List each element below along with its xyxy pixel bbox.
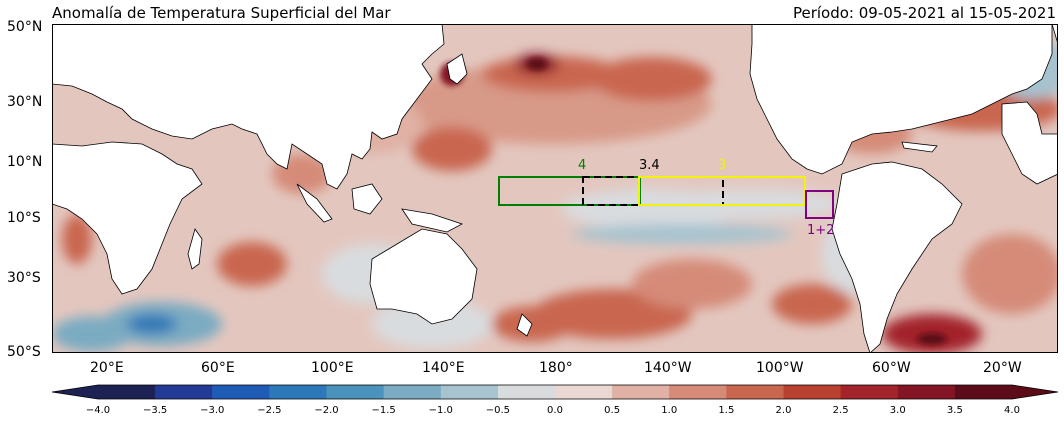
landmass-greenland-tip (1051, 24, 1058, 45)
lat-label-30n: 30°N (7, 94, 43, 110)
landmass-japan (446, 53, 468, 85)
colorbar-tick-label: −3.5 (142, 405, 168, 416)
colorbar-tick-label: −2.0 (314, 405, 339, 416)
colorbar-tick-label: 2.0 (775, 405, 792, 416)
colorbar-swatch (612, 385, 670, 399)
lon-label-20w: 20°W (983, 360, 1022, 376)
period-label: Período: 09-05-2021 al 15-05-2021 (792, 4, 1056, 22)
nino-12-box (805, 190, 834, 219)
landmass-australia (369, 228, 478, 325)
colorbar-tick-label: −2.5 (257, 405, 282, 416)
colorbar-swatch (440, 385, 499, 399)
landmass-north-america (749, 24, 1053, 175)
colorbar-swatch (669, 385, 727, 399)
lat-label-50n: 50°N (7, 19, 43, 35)
colorbar-extend-low (52, 385, 98, 399)
land (52, 24, 1058, 353)
colorbar-tick-label: 1.5 (718, 405, 735, 416)
lon-label-60e: 60°E (201, 360, 235, 376)
lat-label-10n: 10°N (7, 154, 43, 170)
colorbar-tick-label: 3.0 (889, 405, 906, 416)
colorbar-tick-label: 0.5 (604, 405, 621, 416)
colorbar (52, 384, 1058, 400)
colorbar-swatch (954, 385, 1013, 399)
landmass-new-guinea (401, 208, 464, 233)
lon-label-20e: 20°E (90, 360, 124, 376)
landmass-new-zealand (516, 313, 533, 337)
colorbar-tick-label: −0.5 (485, 405, 511, 416)
colorbar-extend-high (1012, 385, 1058, 399)
lat-label-50s: 50°S (7, 344, 41, 360)
lon-label-140w: 140°W (644, 360, 692, 376)
colorbar-swatch (98, 385, 156, 399)
colorbar-outline (52, 384, 1058, 400)
colorbar-swatch (897, 385, 956, 399)
lon-label-60w: 60°W (872, 360, 911, 376)
colorbar-tick-label: 3.5 (946, 405, 963, 416)
colorbar-swatch (497, 385, 556, 399)
map-frame (52, 24, 1058, 353)
colorbar-tick-label: 4.0 (1004, 405, 1020, 416)
lon-label-180: 180° (539, 360, 573, 376)
colorbar-tick-label: −4.0 (85, 405, 111, 416)
landmass-caribbean (901, 141, 938, 153)
colorbar-tick-label: 2.5 (832, 405, 849, 416)
colorbar-swatch (726, 385, 784, 399)
colorbar-swatch (326, 385, 385, 399)
landmass-africa (52, 141, 203, 295)
colorbar-swatch (212, 385, 270, 399)
landmass-madagascar (187, 228, 203, 270)
lat-label-30s: 30°S (7, 270, 41, 286)
lon-label-100e: 100°E (311, 360, 354, 376)
lon-label-100w: 100°W (756, 360, 804, 376)
landmass-borneo (351, 183, 383, 215)
colorbar-swatch (383, 385, 442, 399)
map-title: Anomalía de Temperatura Superficial del … (52, 4, 391, 22)
landmass-sumatra (296, 183, 333, 223)
nino-12-label: 1+2 (807, 223, 834, 238)
nino-34-label: 3.4 (639, 158, 660, 173)
colorbar-swatch (840, 385, 899, 399)
landmass-iberia (1001, 101, 1058, 185)
colorbar-tick-label: −3.0 (200, 405, 225, 416)
colorbar-swatch (155, 385, 213, 399)
nino-4-label: 4 (578, 158, 586, 173)
colorbar-tick-label: 0.0 (547, 405, 563, 416)
lon-label-140e: 140°E (422, 360, 465, 376)
sst-anomaly-map: 4 3.4 3 1+2 (52, 24, 1058, 353)
colorbar-tick-label: 1.0 (661, 405, 678, 416)
colorbar-swatch (555, 385, 613, 399)
nino-3-label: 3 (718, 158, 726, 173)
lat-label-10s: 10°S (7, 210, 41, 226)
landmass-eurasia (52, 24, 445, 190)
nino-regions: 4 3.4 3 1+2 (498, 158, 834, 238)
landmass-south-america (831, 161, 963, 353)
colorbar-swatch (783, 385, 842, 399)
colorbar-tick-label: −1.5 (371, 405, 396, 416)
colorbar-swatch (269, 385, 327, 399)
colorbar-tick-label: −1.0 (428, 405, 453, 416)
